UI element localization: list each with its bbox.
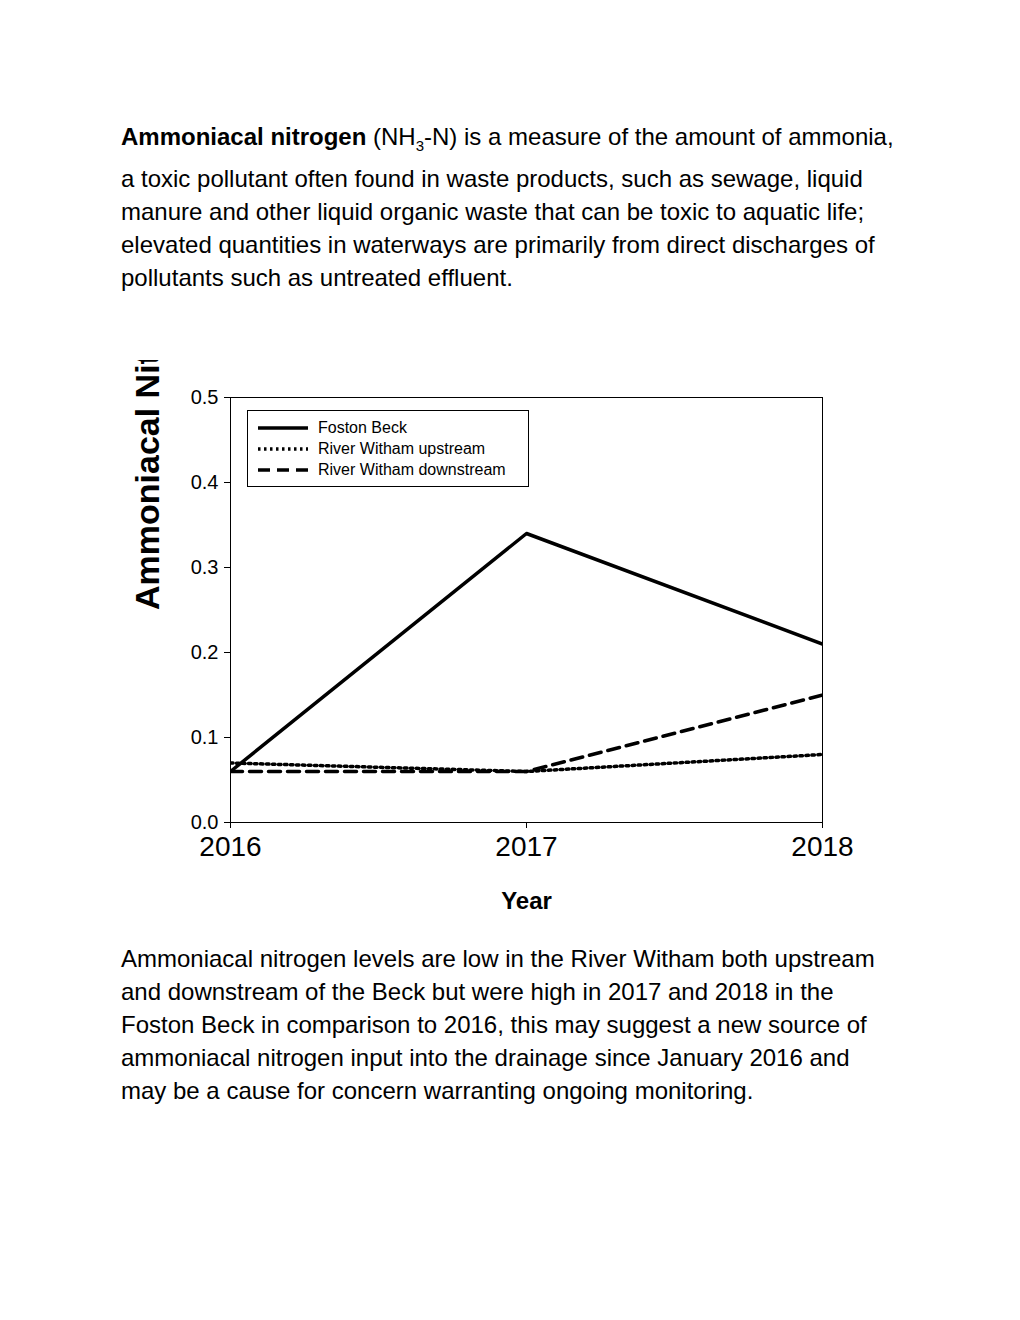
html-text:Foston Beck: Foston Beck bbox=[318, 418, 407, 436]
svg-text:2016: 2016 bbox=[199, 831, 261, 862]
svg-text:0.0: 0.0 bbox=[191, 811, 219, 833]
html-text:Ammoniacal nitrogen levels are: Ammoniacal nitrogen levels are low in th… bbox=[121, 945, 875, 1104]
svg-text:Ammoniacal Nitrogen (mg/l): Ammoniacal Nitrogen (mg/l) bbox=[128, 360, 166, 610]
html-text:Ammoniacal nitrogen (NH3-N) is: Ammoniacal nitrogen (NH3-N) is a measure… bbox=[121, 123, 894, 291]
svg-text:2018: 2018 bbox=[791, 831, 853, 862]
svg-text:0.3: 0.3 bbox=[191, 556, 219, 578]
svg-text:0.2: 0.2 bbox=[191, 641, 219, 663]
svg-text:Year: Year bbox=[501, 887, 552, 914]
html-text:River Witham downstream: River Witham downstream bbox=[318, 460, 506, 478]
svg-text:0.5: 0.5 bbox=[191, 386, 219, 408]
svg-text:0.1: 0.1 bbox=[191, 726, 219, 748]
html-text:River Witham upstream: River Witham upstream bbox=[318, 439, 486, 457]
svg-text:0.4: 0.4 bbox=[191, 471, 219, 493]
svg-text:2017: 2017 bbox=[495, 831, 557, 862]
